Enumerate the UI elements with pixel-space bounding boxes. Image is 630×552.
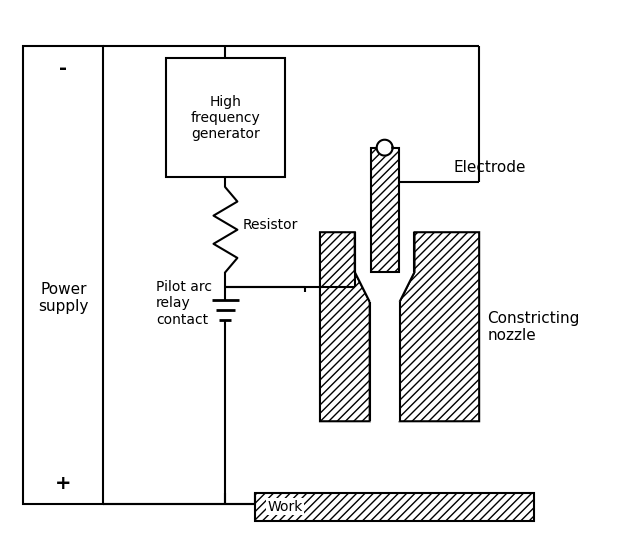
Text: -: - <box>59 59 67 77</box>
Polygon shape <box>399 232 479 421</box>
Text: Work: Work <box>267 500 302 514</box>
Polygon shape <box>320 232 370 421</box>
Text: Resistor: Resistor <box>243 217 298 232</box>
Text: Electrode: Electrode <box>454 160 526 175</box>
Text: Constricting
nozzle: Constricting nozzle <box>487 311 580 343</box>
Bar <box>370 147 399 272</box>
Text: +: + <box>55 475 72 493</box>
Polygon shape <box>377 140 392 156</box>
Text: High
frequency
generator: High frequency generator <box>191 94 260 141</box>
Polygon shape <box>355 232 415 421</box>
Bar <box>23 46 103 504</box>
Bar <box>255 493 534 521</box>
Text: Power
supply: Power supply <box>38 282 88 314</box>
Bar <box>166 58 285 178</box>
Text: Pilot arc
relay
contact: Pilot arc relay contact <box>156 280 212 327</box>
